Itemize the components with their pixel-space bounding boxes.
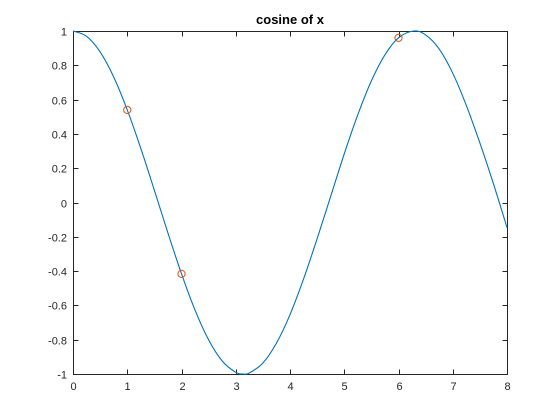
sample-point-marker bbox=[394, 33, 403, 42]
sample-point-marker bbox=[177, 269, 186, 278]
y-tick-label: 0.6 bbox=[52, 96, 67, 108]
x-tick-label: 1 bbox=[124, 381, 130, 393]
y-tick-label: -1 bbox=[57, 370, 67, 382]
y-tick-label: 0 bbox=[61, 199, 67, 211]
y-tick-label: 0.4 bbox=[52, 130, 67, 142]
x-tick-label: 2 bbox=[179, 381, 185, 393]
x-tick-label: 8 bbox=[504, 381, 510, 393]
x-axis-ticks: 0 1 2 3 4 5 6 7 8 bbox=[70, 31, 511, 393]
y-tick-label: -0.8 bbox=[48, 336, 67, 348]
x-tick-label: 6 bbox=[396, 381, 402, 393]
cosine-line bbox=[72, 30, 508, 375]
y-tick-label: -0.2 bbox=[48, 233, 67, 245]
y-tick-label: -0.4 bbox=[48, 267, 67, 279]
y-tick-label: 0.8 bbox=[52, 61, 67, 73]
y-tick-label: 1 bbox=[61, 27, 67, 39]
sample-point-marker bbox=[123, 105, 132, 114]
x-tick-label: 5 bbox=[341, 381, 347, 393]
axes-box bbox=[73, 31, 508, 375]
y-axis-ticks: 1 0.8 0.6 0.4 0.2 0 -0.2 -0.4 -0.6 -0.8 -1 bbox=[48, 27, 508, 382]
axes bbox=[73, 31, 508, 375]
x-tick-label: 4 bbox=[287, 381, 293, 393]
x-tick-label: 3 bbox=[233, 381, 239, 393]
x-tick-label: 7 bbox=[450, 381, 456, 393]
chart-title: cosine of x bbox=[256, 12, 325, 27]
y-tick-label: -0.6 bbox=[48, 301, 67, 313]
y-tick-label: 0.2 bbox=[52, 164, 67, 176]
x-tick-label: 0 bbox=[70, 381, 76, 393]
series bbox=[72, 30, 508, 375]
